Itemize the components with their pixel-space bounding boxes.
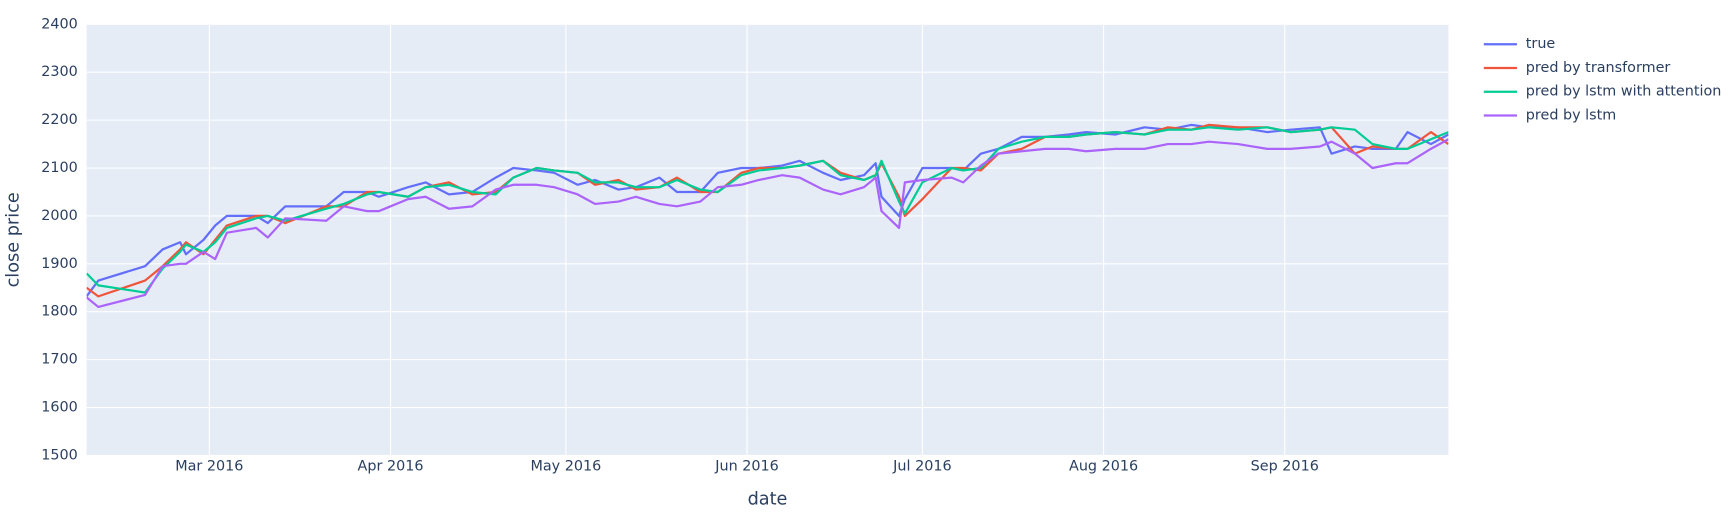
y-tick-label: 2000 <box>41 208 78 224</box>
y-tick-label: 1500 <box>41 447 78 463</box>
y-tick-label: 1700 <box>41 352 78 368</box>
x-tick-label: Jun 2016 <box>714 458 779 474</box>
line-series <box>86 138 1449 309</box>
x-tick-label: Jul 2016 <box>892 458 951 474</box>
y-tick-label: 1800 <box>41 304 78 320</box>
x-tick-label: Apr 2016 <box>358 458 424 474</box>
line-series <box>86 123 1449 298</box>
y-axis-title: close price <box>4 192 24 287</box>
y-tick-label: 1600 <box>41 400 78 416</box>
x-tick-label: Mar 2016 <box>175 458 243 474</box>
y-tick-label: 2400 <box>41 16 78 32</box>
x-axis-title: date <box>748 490 788 510</box>
legend-label: pred by lstm <box>1526 108 1616 124</box>
y-tick-label: 2300 <box>41 64 78 80</box>
y-tick-label: 2200 <box>41 112 78 128</box>
legend-label: true <box>1526 36 1556 52</box>
grid <box>86 23 1449 456</box>
x-tick-label: Sep 2016 <box>1251 458 1319 474</box>
legend-label: pred by lstm with attention <box>1526 84 1722 100</box>
y-tick-label: 1900 <box>41 256 78 272</box>
y-tick-label: 2100 <box>41 160 78 176</box>
plot-background <box>86 24 1449 456</box>
x-tick-label: May 2016 <box>530 458 601 474</box>
legend-label: pred by transformer <box>1526 60 1671 76</box>
x-tick-label: Aug 2016 <box>1069 458 1138 474</box>
